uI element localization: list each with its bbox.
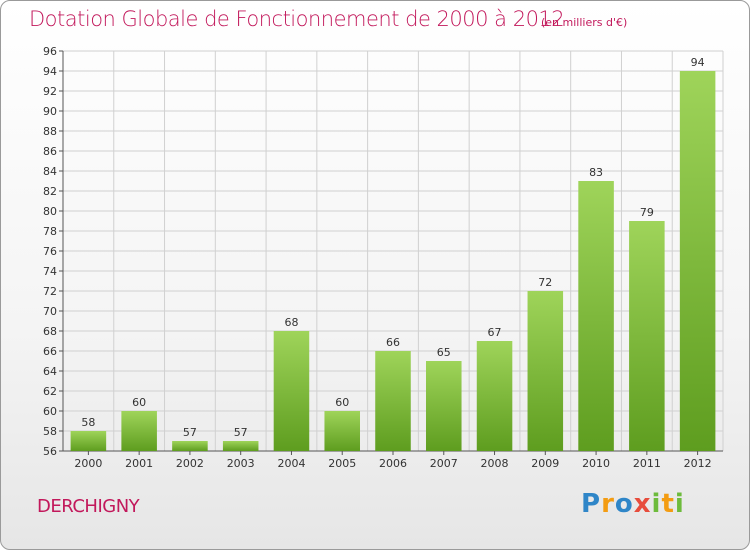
y-tick-label: 86 <box>43 145 57 158</box>
bar-value-label: 94 <box>691 56 705 69</box>
logo-letter: x <box>633 489 652 519</box>
bar-value-label: 57 <box>183 426 197 439</box>
y-tick-label: 88 <box>43 125 57 138</box>
commune-name: DERCHIGNY <box>37 496 140 517</box>
bar <box>222 441 259 451</box>
y-tick-label: 82 <box>43 185 57 198</box>
y-tick-label: 78 <box>43 225 57 238</box>
bar <box>273 331 310 451</box>
bar <box>172 441 208 451</box>
y-tick-label: 58 <box>43 425 57 438</box>
bar-value-label: 68 <box>284 316 298 329</box>
bar <box>375 351 411 451</box>
y-tick-label: 80 <box>43 205 57 218</box>
bar-value-label: 60 <box>132 396 146 409</box>
x-tick-label: 2006 <box>379 457 407 470</box>
y-tick-label: 92 <box>43 85 57 98</box>
bar-value-label: 66 <box>386 336 400 349</box>
y-tick-label: 68 <box>43 325 57 338</box>
y-tick-label: 84 <box>43 165 57 178</box>
bar-value-label: 58 <box>81 416 95 429</box>
x-tick-label: 2005 <box>328 457 356 470</box>
bar-value-label: 79 <box>640 206 654 219</box>
y-tick-label: 90 <box>43 105 57 118</box>
bar <box>679 71 716 451</box>
bar-value-label: 67 <box>488 326 502 339</box>
bar <box>324 411 360 451</box>
bar <box>70 431 107 451</box>
logo-letter: t <box>661 489 675 519</box>
y-tick-label: 76 <box>43 245 57 258</box>
y-tick-label: 96 <box>43 45 57 58</box>
logo-letter: i <box>674 489 685 519</box>
y-tick-label: 64 <box>43 365 57 378</box>
bar-value-label: 57 <box>234 426 248 439</box>
logo-letter: r <box>601 489 615 519</box>
x-tick-label: 2002 <box>176 457 204 470</box>
bar <box>426 361 462 451</box>
chart-title: Dotation Globale de Fonctionnement de 20… <box>29 7 565 31</box>
x-tick-label: 2004 <box>277 457 305 470</box>
x-tick-label: 2010 <box>582 457 610 470</box>
bar-value-label: 60 <box>335 396 349 409</box>
bar <box>527 291 564 451</box>
bar-value-label: 83 <box>589 166 603 179</box>
y-tick-label: 70 <box>43 305 57 318</box>
y-tick-label: 60 <box>43 405 57 418</box>
x-tick-label: 2001 <box>125 457 153 470</box>
logo-letter: i <box>651 489 662 519</box>
y-tick-label: 74 <box>43 265 57 278</box>
bar <box>121 411 157 451</box>
logo-letter: o <box>614 489 634 519</box>
y-tick-label: 62 <box>43 385 57 398</box>
chart-subtitle: (en milliers d'€) <box>541 16 628 29</box>
bar-value-label: 72 <box>538 276 552 289</box>
x-tick-label: 2007 <box>430 457 458 470</box>
bar <box>629 221 665 451</box>
bars: 58 60 57 57 68 60 66 65 67 72 83 79 94 <box>70 56 716 451</box>
x-tick-label: 2003 <box>227 457 255 470</box>
x-tick-label: 2008 <box>481 457 509 470</box>
x-tick-label: 2012 <box>684 457 712 470</box>
x-tick-label: 2009 <box>531 457 559 470</box>
axes: 56 58 60 62 64 66 68 70 72 74 76 78 80 82 84 86 88 90 92 94… <box>43 45 723 470</box>
y-tick-label: 94 <box>43 65 57 78</box>
y-tick-label: 56 <box>43 445 57 458</box>
x-tick-label: 2000 <box>74 457 102 470</box>
bar <box>578 181 614 451</box>
bar-value-label: 65 <box>437 346 451 359</box>
bar <box>476 341 513 451</box>
logo-letter: P <box>581 489 602 519</box>
y-tick-label: 72 <box>43 285 57 298</box>
x-tick-label: 2011 <box>633 457 661 470</box>
y-tick-label: 66 <box>43 345 57 358</box>
proxiti-logo: Proxiti <box>581 489 685 519</box>
